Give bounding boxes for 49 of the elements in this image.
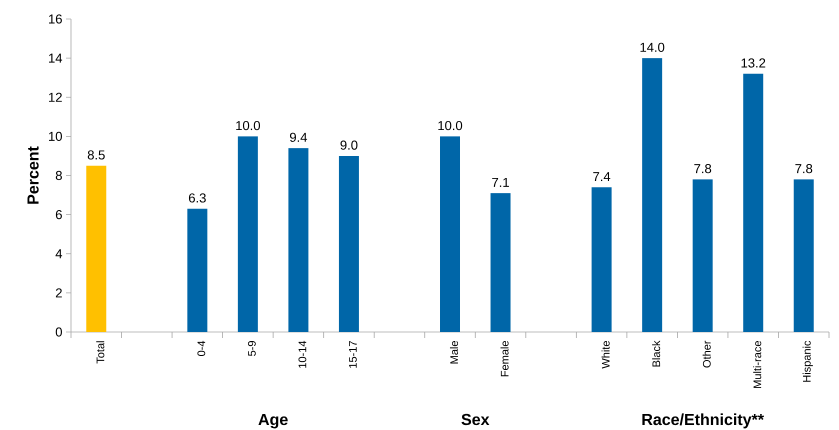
data-label: 7.4: [593, 172, 610, 182]
data-label: 10.0: [236, 120, 260, 130]
y-tick-label: 14: [49, 54, 62, 63]
x-tick-label: Male: [450, 341, 458, 364]
x-tick-label: Multi-race: [753, 341, 762, 388]
data-label: 7.8: [694, 164, 712, 174]
text: Sex: [462, 414, 490, 426]
data-label: 8.5: [88, 150, 105, 160]
x-tick-label: Black: [652, 340, 660, 367]
x-tick-label: 10-14: [298, 340, 306, 368]
bar: [592, 187, 612, 332]
data-label: 9.4: [290, 132, 308, 142]
bar: [490, 193, 511, 332]
bar: [692, 179, 713, 332]
y-tick-label: 10: [49, 132, 62, 141]
bar: [288, 148, 308, 332]
y-tick-label: 16: [49, 14, 62, 24]
x-tick-label: Other: [702, 340, 711, 368]
y-tick-label: 0: [56, 327, 62, 337]
bar: [440, 136, 460, 332]
x-tick-label: Total: [96, 341, 104, 364]
x-tick-label: Hispanic: [802, 340, 813, 382]
text: Age: [258, 414, 288, 428]
x-tick-label: 0-4: [197, 340, 206, 356]
data-label: 7.8: [795, 164, 812, 174]
bar: [743, 74, 764, 332]
bar: [86, 166, 106, 332]
y-tick-label: 6: [56, 210, 62, 220]
bar: [794, 179, 814, 332]
data-label: 7.1: [492, 178, 509, 187]
bar: [238, 136, 258, 332]
text: Race/Ethnicity**: [642, 413, 764, 428]
x-tick-label: 15-17: [349, 341, 357, 368]
y-tick-label: 8: [56, 170, 62, 180]
bar: [187, 208, 208, 332]
bar: [338, 156, 359, 332]
data-label: 9.0: [340, 140, 358, 150]
data-label: 6.3: [188, 193, 206, 203]
y-tick-label: 2: [56, 288, 62, 298]
data-label: 13.2: [742, 58, 766, 68]
data-label: 14.0: [640, 42, 664, 52]
y-axis-title: Percent: [28, 146, 39, 204]
x-tick-label: 5-9: [248, 341, 256, 356]
x-tick-label: Female: [500, 341, 509, 376]
y-tick-label: 4: [56, 249, 62, 258]
data-label: 10.0: [438, 120, 462, 130]
x-tick-label: White: [602, 341, 610, 369]
y-tick-label: 12: [49, 92, 62, 102]
bar: [642, 58, 662, 332]
